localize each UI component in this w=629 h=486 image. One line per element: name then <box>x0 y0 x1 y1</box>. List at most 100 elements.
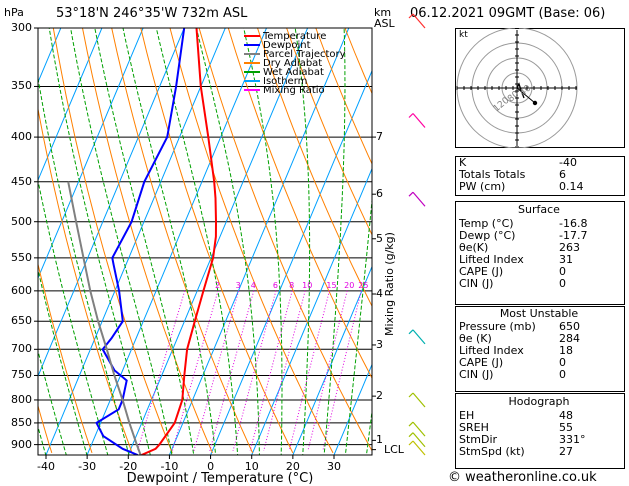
wet-adiabat-line <box>38 267 88 455</box>
hodograph-unit: kt <box>459 30 468 40</box>
wind-barb-flag <box>408 191 414 197</box>
storm-motion-dot <box>532 100 538 106</box>
pressure-tick-label: 450 <box>11 174 32 188</box>
dry-adiabat-line <box>38 262 93 454</box>
isotherm-line <box>168 28 350 455</box>
wind-barb-flag <box>408 432 414 438</box>
isotherm-line <box>38 28 144 280</box>
altitude-label: 6 <box>376 187 383 201</box>
isotherm-line <box>38 28 185 378</box>
hodo-row: SREH 55 <box>459 421 573 434</box>
wind-barb-flag <box>408 113 414 118</box>
mixing-ratio-label: 20 <box>344 280 355 290</box>
wet-adiabat-line <box>48 28 151 455</box>
mu-row: CAPE (J) 0 <box>459 356 566 369</box>
surface-row: Dewp (°C) -17.7 <box>459 229 588 242</box>
credit-text[interactable]: © weatheronline.co.uk <box>448 470 597 485</box>
wind-barb-flag <box>408 392 414 398</box>
location-title: 53°18'N 246°35'W 732m ASL <box>56 6 248 21</box>
series-line-temperature <box>141 28 218 455</box>
altitude-label: LCL <box>384 442 404 456</box>
hodograph-trace <box>516 82 525 99</box>
wind-barb <box>412 13 426 29</box>
wet-adiabat-line <box>294 28 311 455</box>
hodo-row: StmDir 331° <box>459 433 586 446</box>
altitude-label: 4 <box>376 286 383 300</box>
most-unstable-title: Most Unstable <box>499 307 579 320</box>
legend-swatch <box>244 62 260 64</box>
legend-item: Wet Adiabat <box>244 68 346 78</box>
hodograph-table-box <box>455 393 625 469</box>
legend-swatch <box>244 89 260 91</box>
wet-adiabat-line <box>38 178 109 455</box>
legend-label: Temperature <box>263 31 327 42</box>
isotherm-line <box>86 28 267 455</box>
mixing-ratio-line <box>288 290 330 452</box>
indices-table: K -40 Totals Totals 6 PW (cm) 0.14 <box>456 157 622 193</box>
temperature-tick-label: -30 <box>78 460 97 473</box>
wind-barb-flag <box>408 440 414 446</box>
asl-label: ASL <box>374 17 395 30</box>
wet-adiabat-line <box>38 425 47 455</box>
mixing-ratio-label: 3 <box>235 280 241 290</box>
legend-label: Isotherm <box>263 76 308 87</box>
wet-adiabat-line <box>243 28 283 455</box>
dry-adiabat-line <box>198 28 372 452</box>
mixing-ratio-label: 6 <box>272 280 278 290</box>
dry-adiabat-line <box>286 28 372 236</box>
legend-label: Mixing Ratio <box>263 85 325 96</box>
wet-adiabat-line <box>155 28 239 455</box>
mixing-ratio-line <box>322 290 362 452</box>
dry-adiabat-line <box>169 28 334 454</box>
isotherm-line <box>45 28 226 455</box>
index-row: K -40 <box>459 156 577 169</box>
wind-barb <box>412 432 426 448</box>
storm-motion-vector <box>516 87 536 104</box>
surface-row: θe(K) 263 <box>459 241 580 254</box>
pressure-tick-label: 700 <box>11 342 32 356</box>
wet-adiabat-line <box>195 28 260 455</box>
mu-row: Lifted Index 18 <box>459 344 573 357</box>
pressure-tick-label: 750 <box>11 368 32 382</box>
isotherm-line <box>38 28 103 182</box>
pressure-tick-label: 500 <box>11 214 32 228</box>
wind-barb <box>412 392 426 408</box>
temperature-tick-label: -10 <box>160 460 179 473</box>
legend-swatch <box>244 80 260 82</box>
pressure-tick-label: 600 <box>11 283 32 297</box>
surface-title: Surface <box>518 203 560 216</box>
mixing-ratio-label: 8 <box>289 280 295 290</box>
mu-row: θe (K) 284 <box>459 332 580 345</box>
temperature-tick-label: 0 <box>207 460 215 473</box>
temperature-tick-label: 10 <box>244 460 259 473</box>
wind-barb <box>412 440 426 456</box>
dry-adiabat-line <box>111 28 254 454</box>
legend-label: Dry Adiabat <box>263 58 323 69</box>
surface-row: CIN (J) 0 <box>459 277 566 290</box>
wet-adiabat-line <box>94 28 195 455</box>
wind-barb <box>412 329 426 345</box>
most-unstable-table: Pressure (mb) 650 θe (K) 284 Lifted Index 1… <box>456 321 622 381</box>
dry-adiabat-line <box>82 28 213 454</box>
dry-adiabat-line <box>257 28 372 308</box>
hodo-row: EH 48 <box>459 409 573 422</box>
dry-adiabat-line <box>52 28 173 454</box>
mu-row: Pressure (mb) 650 <box>459 320 580 333</box>
surface-row: CAPE (J) 0 <box>459 265 566 278</box>
chart-axes <box>34 27 376 459</box>
legend-item: Dewpoint <box>244 40 346 51</box>
altitude-label: 7 <box>376 130 383 144</box>
isotherm-line <box>210 69 372 455</box>
legend-swatch <box>244 53 260 55</box>
legend-item: Parcel Trajectory <box>244 50 346 60</box>
temperature-tick-label: 20 <box>285 460 300 473</box>
temperature-tick-label: -40 <box>37 460 55 473</box>
pressure-tick-label: 650 <box>11 314 32 328</box>
hodograph-table-title: Hodograph <box>508 395 570 408</box>
wet-adiabat-line <box>38 348 67 455</box>
pressure-tick-label: 900 <box>11 437 32 451</box>
hodograph-table: EH 48 SREH 55 StmDir 331° StmSpd (kt) 27 <box>456 410 622 458</box>
legend-label: Dewpoint <box>263 40 311 51</box>
wind-barb <box>412 191 426 207</box>
